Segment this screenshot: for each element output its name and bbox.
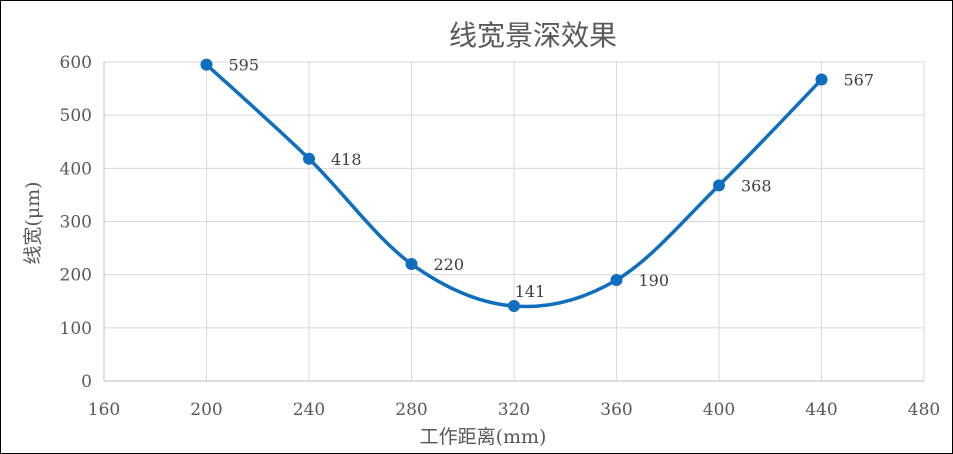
x-tick-label: 240 <box>293 400 325 420</box>
y-axis-title: 线宽(μm) <box>22 181 44 264</box>
data-point <box>508 300 520 313</box>
series-layer: 595 418 220 141 190 368 567 <box>200 56 875 313</box>
x-tick-label: 480 <box>908 400 940 420</box>
data-label: 418 <box>331 150 362 169</box>
x-tick-label: 440 <box>805 400 837 420</box>
y-tick-label: 400 <box>60 159 92 179</box>
y-tick-label: 300 <box>60 213 92 233</box>
data-point <box>713 179 725 192</box>
data-label: 567 <box>844 71 875 90</box>
x-tick-label: 360 <box>600 400 632 420</box>
chart-title: 线宽景深效果 <box>449 19 617 52</box>
x-tick-label: 160 <box>88 400 120 420</box>
y-tick-labels: 0 100 200 300 400 500 600 <box>60 53 92 392</box>
y-tick-label: 500 <box>60 106 92 126</box>
data-point <box>303 152 315 165</box>
x-tick-label: 280 <box>395 400 427 420</box>
y-tick-label: 100 <box>60 319 92 339</box>
x-tick-label: 320 <box>498 400 530 420</box>
x-tick-labels: 160 200 240 280 320 360 400 440 480 <box>88 400 940 420</box>
y-tick-label: 200 <box>60 266 92 286</box>
y-tick-label: 0 <box>81 372 92 392</box>
data-point <box>610 273 623 286</box>
data-label: 368 <box>741 176 772 195</box>
data-point <box>815 73 828 86</box>
axes <box>103 62 924 382</box>
data-point <box>405 258 418 271</box>
data-label: 141 <box>515 282 546 301</box>
x-axis-title: 工作距离(mm) <box>420 426 547 448</box>
grid-lines <box>104 61 925 381</box>
x-tick-label: 400 <box>703 400 735 420</box>
data-label: 190 <box>639 271 670 290</box>
data-point <box>200 58 213 71</box>
x-tick-label: 200 <box>190 400 222 420</box>
data-label: 220 <box>434 255 465 274</box>
data-label: 595 <box>229 56 260 75</box>
y-tick-label: 600 <box>60 53 92 73</box>
